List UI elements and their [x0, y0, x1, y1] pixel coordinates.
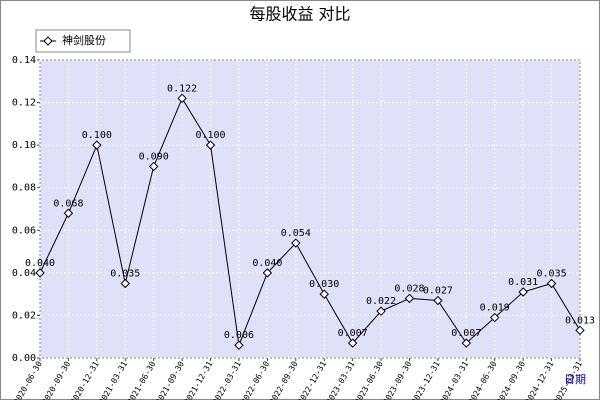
value-label: 0.007: [451, 328, 481, 339]
point: [262, 268, 273, 278]
value-label: 0.100: [195, 130, 225, 141]
value-label: 0.122: [167, 83, 197, 94]
value-label: 0.100: [82, 130, 112, 141]
chart-title: 每股收益 对比: [249, 5, 350, 24]
y-tick-label: 0.04: [12, 268, 36, 279]
point: [461, 338, 472, 348]
point: [291, 238, 301, 248]
x-axis-label: 日期: [564, 373, 586, 386]
point: [234, 340, 244, 350]
plot-area: [39, 59, 581, 359]
y-tick-label: 0.02: [12, 310, 36, 321]
point: [433, 295, 443, 306]
value-label: 0.027: [423, 286, 453, 297]
value-label: 0.054: [281, 228, 311, 239]
value-label: 0.090: [139, 151, 169, 162]
point: [92, 140, 102, 150]
y-tick-label: 0.12: [12, 98, 36, 109]
y-tick-label: 0.08: [12, 183, 36, 194]
point: [63, 208, 74, 218]
value-label: 0.040: [252, 258, 282, 269]
value-label: 0.035: [537, 269, 567, 280]
point: [148, 161, 159, 172]
point: [205, 140, 216, 150]
value-label: 0.019: [480, 303, 510, 314]
point: [546, 278, 557, 289]
point: [575, 325, 585, 336]
legend-label: 神剑股份: [62, 33, 106, 47]
y-tick-label: 0.00: [12, 353, 36, 364]
legend: 神剑股份: [35, 29, 131, 53]
value-label: 0.028: [394, 283, 424, 294]
value-label: 0.022: [366, 296, 396, 307]
legend-box: [35, 29, 131, 53]
point: [177, 93, 187, 104]
legend-marker: [43, 36, 53, 46]
value-label: 0.030: [309, 279, 339, 290]
y-tick-label: 0.06: [12, 225, 36, 236]
value-label: 0.013: [565, 315, 595, 326]
point: [120, 278, 130, 289]
point: [35, 268, 45, 278]
value-label: 0.006: [224, 330, 254, 341]
series-line: [39, 97, 581, 348]
value-label: 0.031: [508, 277, 538, 288]
y-tick-label: 0.14: [12, 55, 36, 66]
point: [319, 289, 329, 299]
point: [376, 306, 386, 316]
value-label: 0.035: [110, 269, 140, 280]
value-label: 0.040: [25, 258, 55, 269]
point: [347, 338, 358, 348]
point: [404, 293, 415, 304]
value-label: 0.068: [53, 198, 83, 209]
y-tick-label: 0.10: [12, 140, 36, 151]
point: [518, 287, 528, 297]
value-label: 0.007: [338, 328, 368, 339]
point: [490, 312, 500, 323]
